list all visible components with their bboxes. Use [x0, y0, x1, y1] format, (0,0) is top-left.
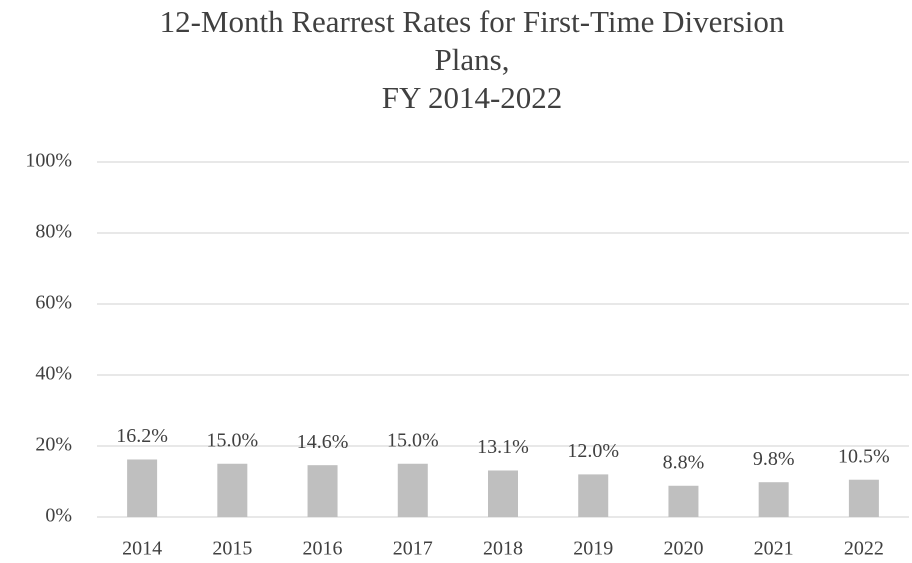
- x-tick-label: 2016: [303, 538, 343, 560]
- x-tick-label: 2019: [573, 538, 613, 560]
- value-label: 12.0%: [567, 440, 619, 462]
- bar: [848, 479, 879, 517]
- chart-title: FY 2014-2022: [382, 80, 563, 115]
- y-tick-label: 60%: [35, 292, 72, 314]
- chart-title: Plans,: [435, 42, 510, 77]
- bar: [127, 459, 158, 517]
- x-tick-label: 2020: [663, 538, 703, 560]
- y-tick-label: 40%: [35, 363, 72, 385]
- value-label: 15.0%: [206, 429, 258, 451]
- value-label: 14.6%: [297, 431, 349, 453]
- x-tick-label: 2021: [754, 538, 794, 560]
- x-tick-label: 2017: [393, 538, 433, 560]
- bar: [217, 463, 248, 517]
- value-label: 8.8%: [663, 451, 705, 473]
- x-tick-label: 2014: [122, 538, 162, 560]
- bar: [668, 485, 699, 517]
- x-tick-label: 2015: [212, 538, 252, 560]
- y-tick-label: 0%: [45, 505, 72, 527]
- bar: [307, 465, 338, 517]
- x-tick-label: 2018: [483, 538, 523, 560]
- value-label: 15.0%: [387, 429, 439, 451]
- bar: [758, 482, 789, 517]
- x-tick-label: 2022: [844, 538, 884, 560]
- value-label: 16.2%: [116, 425, 168, 447]
- y-tick-label: 80%: [35, 221, 72, 243]
- bar: [578, 474, 609, 517]
- value-label: 10.5%: [838, 445, 890, 467]
- value-label: 9.8%: [753, 448, 795, 470]
- y-tick-label: 100%: [25, 150, 72, 172]
- y-tick-label: 20%: [35, 434, 72, 456]
- bar: [488, 470, 518, 517]
- bar: [397, 463, 428, 517]
- value-label: 13.1%: [477, 436, 529, 458]
- chart-title: 12-Month Rearrest Rates for First-Time D…: [160, 4, 785, 39]
